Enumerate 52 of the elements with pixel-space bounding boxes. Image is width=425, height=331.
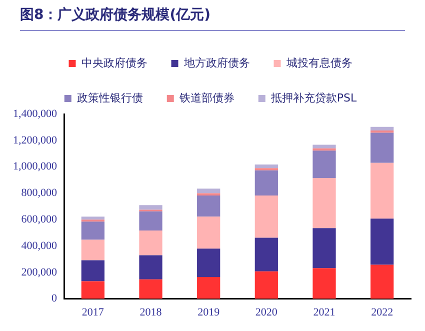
y-tick-label: 1,200,000 xyxy=(13,134,58,146)
bar xyxy=(312,150,336,178)
bar xyxy=(197,188,220,194)
bar xyxy=(312,178,336,228)
legend-label: 中央政府债务 xyxy=(81,56,148,70)
legend-label: 城投有息债务 xyxy=(285,56,352,70)
bar xyxy=(139,279,162,299)
bar xyxy=(81,281,104,299)
legend-label: 政策性银行债 xyxy=(76,91,143,104)
bar xyxy=(254,170,278,196)
x-tick-label: 2019 xyxy=(198,306,220,318)
chart-title: 图8：广义政府债务规模(亿元) xyxy=(20,6,405,31)
bar xyxy=(312,144,336,148)
bar xyxy=(197,193,220,196)
legend-label: 抵押补充贷款PSL xyxy=(270,91,358,104)
x-tick-label: 2022 xyxy=(371,306,394,318)
bar xyxy=(370,218,394,265)
x-tick-label: 2020 xyxy=(255,306,278,318)
bar xyxy=(81,216,104,220)
y-tick-label: 800,000 xyxy=(21,187,58,200)
y-tick-label: 1,400,000 xyxy=(13,108,58,120)
legend-label: 地方政府债务 xyxy=(182,56,250,70)
x-tick-label: 2018 xyxy=(140,306,162,318)
bar xyxy=(81,240,104,260)
bar xyxy=(81,260,104,282)
bar xyxy=(197,248,220,278)
x-tick-label: 2017 xyxy=(82,306,104,318)
bar xyxy=(370,162,394,219)
y-tick-label: 400,000 xyxy=(21,240,58,252)
y-tick-label: 1,000,000 xyxy=(13,160,58,173)
bar xyxy=(254,238,278,272)
bar xyxy=(370,132,394,163)
bar xyxy=(139,211,162,230)
y-tick-label: 0 xyxy=(52,292,58,305)
bar xyxy=(312,228,336,268)
bar xyxy=(254,196,278,238)
bar xyxy=(370,126,394,130)
x-tick-label: 2021 xyxy=(313,306,336,318)
bar xyxy=(254,271,278,299)
y-tick-label: 200,000 xyxy=(21,266,58,278)
legend-label: 铁道部债券 xyxy=(178,91,234,104)
bar xyxy=(197,196,220,217)
y-tick-label: 600,000 xyxy=(21,213,58,226)
bar xyxy=(370,264,394,299)
bar xyxy=(197,277,220,299)
bar xyxy=(197,216,220,249)
bar xyxy=(139,205,162,210)
bar xyxy=(139,255,162,280)
bar xyxy=(139,230,162,256)
bar xyxy=(254,164,278,168)
bar xyxy=(81,222,104,240)
bar xyxy=(312,268,336,299)
